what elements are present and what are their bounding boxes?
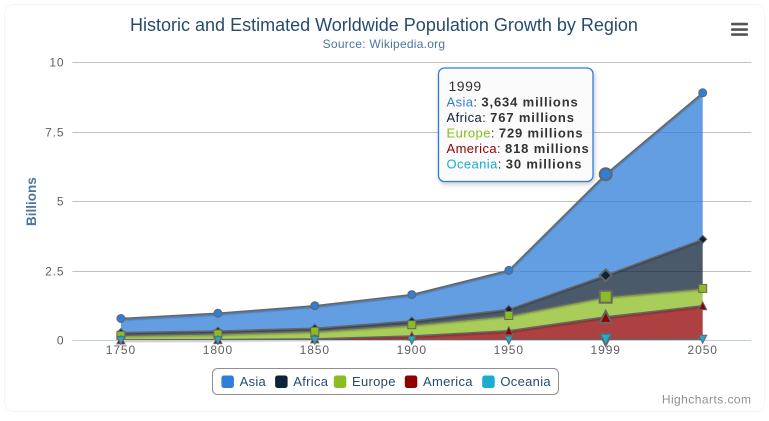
- svg-text:Billions: Billions: [24, 177, 39, 226]
- svg-text:Europe: 729 millions: Europe: 729 millions: [447, 126, 584, 141]
- svg-text:Highcharts.com: Highcharts.com: [662, 393, 752, 407]
- svg-text:Europe: Europe: [352, 374, 396, 389]
- svg-text:1999: 1999: [591, 343, 621, 357]
- svg-text:Historic and Estimated Worldwi: Historic and Estimated Worldwide Populat…: [130, 15, 638, 35]
- svg-text:2.5: 2.5: [45, 265, 64, 279]
- svg-text:Africa: 767 millions: Africa: 767 millions: [447, 110, 575, 125]
- svg-text:Asia: Asia: [240, 374, 267, 389]
- svg-text:10: 10: [49, 56, 64, 70]
- svg-text:1950: 1950: [494, 343, 524, 357]
- svg-text:Oceania: Oceania: [500, 374, 551, 389]
- svg-text:2050: 2050: [688, 343, 718, 357]
- svg-text:5: 5: [57, 195, 65, 209]
- svg-text:Asia: 3,634 millions: Asia: 3,634 millions: [447, 95, 579, 110]
- svg-text:Africa: Africa: [293, 374, 328, 389]
- svg-text:Oceania: 30 millions: Oceania: 30 millions: [447, 157, 583, 172]
- svg-text:1999: 1999: [449, 78, 482, 94]
- svg-text:1900: 1900: [397, 343, 427, 357]
- svg-text:1750: 1750: [106, 343, 136, 357]
- svg-text:1800: 1800: [203, 343, 233, 357]
- svg-text:7.5: 7.5: [45, 126, 64, 140]
- svg-text:Source: Wikipedia.org: Source: Wikipedia.org: [323, 37, 446, 51]
- svg-text:America: America: [423, 374, 473, 389]
- svg-text:1850: 1850: [300, 343, 330, 357]
- svg-text:America: 818 millions: America: 818 millions: [447, 141, 590, 156]
- svg-text:0: 0: [57, 334, 65, 348]
